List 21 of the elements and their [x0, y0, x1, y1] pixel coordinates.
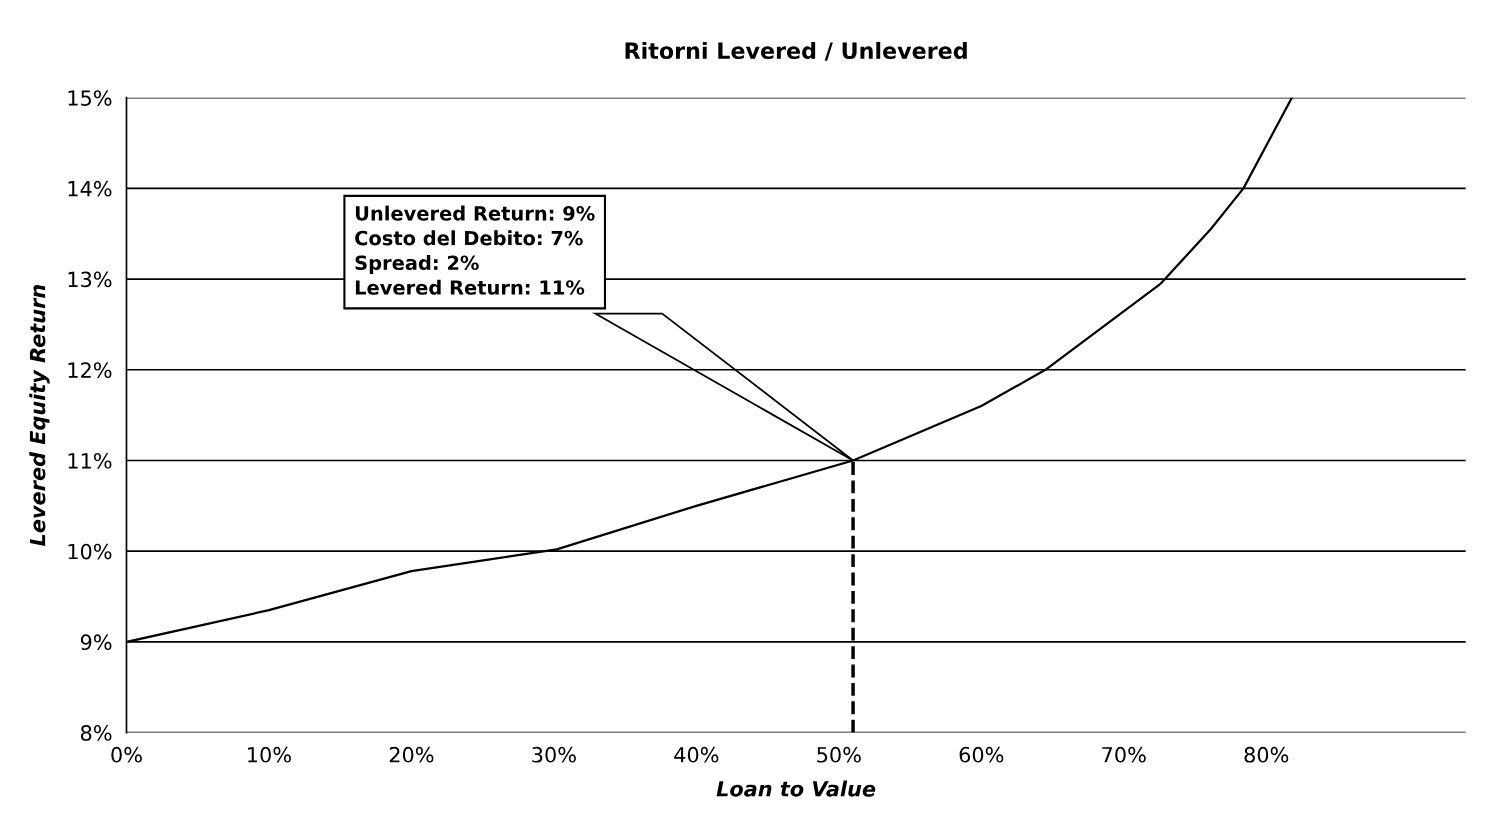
y-axis-title: Levered Equity Return: [29, 285, 50, 547]
annotation: Unlevered Return: 9% Costo del Debito: 7% Spread: 2% Levered Return: 11%: [355, 205, 595, 295]
y-tick-label: 8%: [80, 725, 112, 741]
x-tick-label: 40%: [674, 746, 719, 763]
x-tick-label: 60%: [959, 746, 1004, 763]
x-tick-label: 80%: [1244, 746, 1289, 763]
x-tick-label: 70%: [1102, 746, 1146, 763]
y-tick-label: 10%: [68, 543, 112, 560]
chart-title: Ritorni Levered / Unlevered: [625, 41, 967, 61]
y-tick-label: 11%: [68, 452, 112, 469]
y-tick-label: 15%: [68, 90, 112, 106]
x-tick-label: 50%: [817, 746, 861, 763]
y-tick-label: 9%: [80, 634, 112, 651]
x-tick-label: 30%: [532, 746, 576, 763]
x-tick-label: 0%: [111, 746, 142, 763]
x-axis-title: Loan to Value: [716, 780, 876, 797]
x-tick-label: 20%: [389, 746, 434, 763]
y-tick-label: 12%: [68, 362, 112, 378]
y-tick-label: 13%: [68, 271, 112, 288]
y-tick-label: 14%: [68, 180, 112, 197]
x-tick-label: 10%: [248, 746, 291, 763]
